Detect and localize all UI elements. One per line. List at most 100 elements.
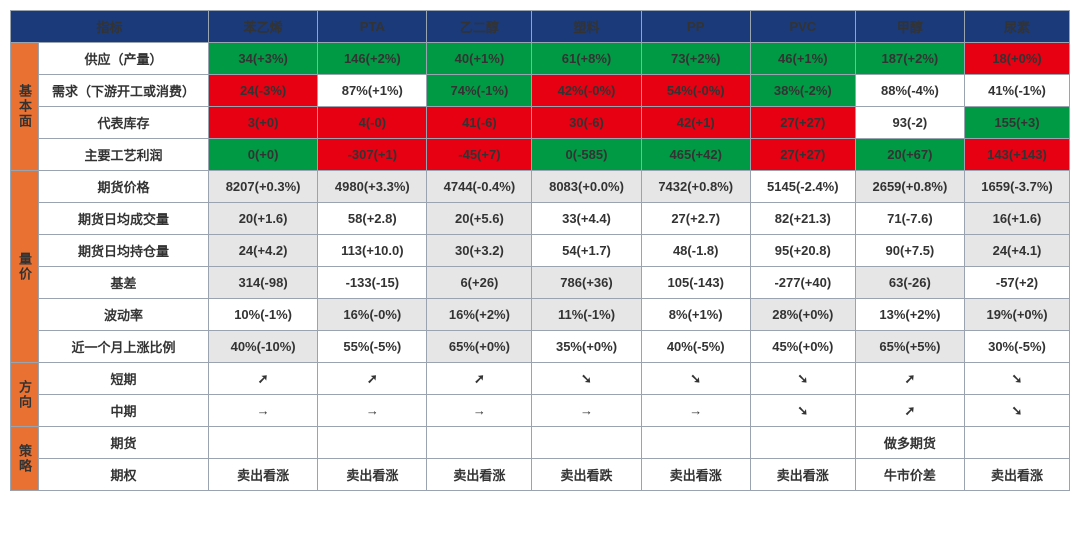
- data-cell: -307(+1): [318, 139, 427, 171]
- data-cell: 58(+2.8): [318, 203, 427, 235]
- data-cell: 4980(+3.3%): [318, 171, 427, 203]
- header-col-2: 乙二醇: [427, 11, 532, 43]
- data-cell: 314(-98): [209, 267, 318, 299]
- data-cell: ➚: [855, 363, 964, 395]
- table-row: 需求（下游开工或消费）24(-3%)87%(+1%)74%(-1%)42%(-0…: [11, 75, 1070, 107]
- data-cell: ➚: [318, 363, 427, 395]
- data-cell: ➘: [532, 363, 641, 395]
- data-cell: 74%(-1%): [427, 75, 532, 107]
- data-cell: -277(+40): [750, 267, 855, 299]
- data-cell: 54(+1.7): [532, 235, 641, 267]
- data-cell: 27(+27): [750, 107, 855, 139]
- data-cell: 20(+67): [855, 139, 964, 171]
- data-cell: [427, 427, 532, 459]
- data-cell: 30(+3.2): [427, 235, 532, 267]
- row-label: 短期: [39, 363, 209, 395]
- data-cell: 卖出看涨: [427, 459, 532, 491]
- data-cell: 27(+27): [750, 139, 855, 171]
- header-col-6: 甲醇: [855, 11, 964, 43]
- row-label: 近一个月上涨比例: [39, 331, 209, 363]
- data-cell: 465(+42): [641, 139, 750, 171]
- data-cell: 8207(+0.3%): [209, 171, 318, 203]
- data-cell: ➘: [965, 395, 1070, 427]
- data-cell: 54%(-0%): [641, 75, 750, 107]
- data-cell: 19%(+0%): [965, 299, 1070, 331]
- header-col-4: PP: [641, 11, 750, 43]
- data-cell: 3(+0): [209, 107, 318, 139]
- header-indicator: 指标: [11, 11, 209, 43]
- group-label-g4: 策略: [11, 427, 39, 491]
- data-cell: 48(-1.8): [641, 235, 750, 267]
- data-cell: 30(-6): [532, 107, 641, 139]
- table-row: 代表库存3(+0)4(-0)41(-6)30(-6)42(+1)27(+27)9…: [11, 107, 1070, 139]
- data-cell: ➚: [209, 363, 318, 395]
- row-label: 期货日均成交量: [39, 203, 209, 235]
- data-cell: 65%(+0%): [427, 331, 532, 363]
- data-cell: [750, 427, 855, 459]
- data-cell: 24(+4.1): [965, 235, 1070, 267]
- group-label-g3: 方向: [11, 363, 39, 427]
- row-label: 供应（产量）: [39, 43, 209, 75]
- data-cell: [532, 427, 641, 459]
- data-cell: 11%(-1%): [532, 299, 641, 331]
- header-col-5: PVC: [750, 11, 855, 43]
- data-cell: →: [532, 395, 641, 427]
- row-label: 期权: [39, 459, 209, 491]
- data-cell: 卖出看涨: [209, 459, 318, 491]
- data-cell: ➘: [750, 395, 855, 427]
- data-cell: 87%(+1%): [318, 75, 427, 107]
- data-cell: 卖出看涨: [641, 459, 750, 491]
- data-cell: →: [641, 395, 750, 427]
- data-cell: -133(-15): [318, 267, 427, 299]
- data-cell: 113(+10.0): [318, 235, 427, 267]
- data-cell: 13%(+2%): [855, 299, 964, 331]
- table-row: 主要工艺利润0(+0)-307(+1)-45(+7)0(-585)465(+42…: [11, 139, 1070, 171]
- data-cell: 146(+2%): [318, 43, 427, 75]
- data-cell: 1659(-3.7%): [965, 171, 1070, 203]
- row-label: 期货: [39, 427, 209, 459]
- data-cell: 27(+2.7): [641, 203, 750, 235]
- group-label-g1: 基本面: [11, 43, 39, 171]
- header-col-7: 尿素: [965, 11, 1070, 43]
- data-cell: 38%(-2%): [750, 75, 855, 107]
- table-row: 波动率10%(-1%)16%(-0%)16%(+2%)11%(-1%)8%(+1…: [11, 299, 1070, 331]
- header-col-0: 苯乙烯: [209, 11, 318, 43]
- header-col-1: PTA: [318, 11, 427, 43]
- table-row: 方向短期➚➚➚➘➘➘➚➘: [11, 363, 1070, 395]
- data-cell: 42%(-0%): [532, 75, 641, 107]
- data-cell: [641, 427, 750, 459]
- data-cell: 155(+3): [965, 107, 1070, 139]
- data-cell: 8083(+0.0%): [532, 171, 641, 203]
- table-row: 中期→→→→→➘➚➘: [11, 395, 1070, 427]
- data-cell: 28%(+0%): [750, 299, 855, 331]
- data-cell: 90(+7.5): [855, 235, 964, 267]
- data-cell: 73(+2%): [641, 43, 750, 75]
- data-cell: 16%(+2%): [427, 299, 532, 331]
- table-row: 期权卖出看涨卖出看涨卖出看涨卖出看跌卖出看涨卖出看涨牛市价差卖出看涨: [11, 459, 1070, 491]
- row-label: 期货日均持仓量: [39, 235, 209, 267]
- data-cell: [209, 427, 318, 459]
- data-cell: 0(+0): [209, 139, 318, 171]
- data-cell: 45%(+0%): [750, 331, 855, 363]
- row-label: 波动率: [39, 299, 209, 331]
- data-cell: 40%(-10%): [209, 331, 318, 363]
- data-cell: →: [427, 395, 532, 427]
- data-cell: [965, 427, 1070, 459]
- data-cell: 6(+26): [427, 267, 532, 299]
- data-cell: 55%(-5%): [318, 331, 427, 363]
- data-cell: -57(+2): [965, 267, 1070, 299]
- data-cell: 71(-7.6): [855, 203, 964, 235]
- data-cell: 93(-2): [855, 107, 964, 139]
- data-cell: 105(-143): [641, 267, 750, 299]
- table-row: 量价期货价格8207(+0.3%)4980(+3.3%)4744(-0.4%)8…: [11, 171, 1070, 203]
- data-cell: 4744(-0.4%): [427, 171, 532, 203]
- data-cell: 46(+1%): [750, 43, 855, 75]
- data-cell: 187(+2%): [855, 43, 964, 75]
- data-cell: 卖出看涨: [750, 459, 855, 491]
- data-cell: ➘: [965, 363, 1070, 395]
- table-row: 期货日均持仓量24(+4.2)113(+10.0)30(+3.2)54(+1.7…: [11, 235, 1070, 267]
- data-cell: 0(-585): [532, 139, 641, 171]
- data-cell: 卖出看涨: [965, 459, 1070, 491]
- data-cell: 20(+1.6): [209, 203, 318, 235]
- data-cell: 8%(+1%): [641, 299, 750, 331]
